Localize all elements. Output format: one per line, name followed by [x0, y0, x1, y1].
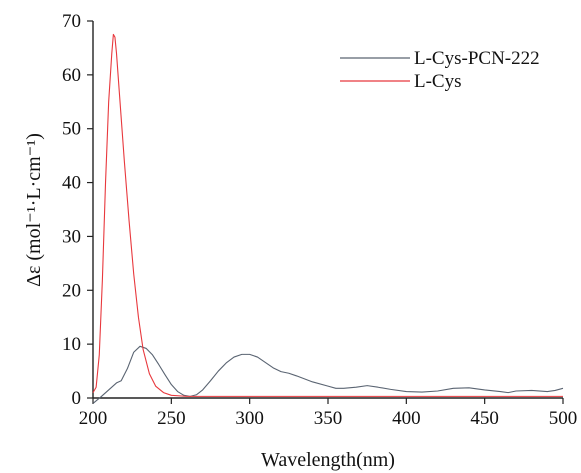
x-tick-label: 200 — [79, 408, 108, 429]
x-tick-label: 400 — [392, 408, 421, 429]
y-tick-label: 60 — [62, 65, 81, 86]
y-axis-label: Δε (mol⁻¹·L·cm⁻¹) — [23, 133, 45, 287]
x-tick-label: 500 — [549, 408, 578, 429]
x-tick-label: 450 — [470, 408, 499, 429]
y-axis-ticks: 0 10 20 30 40 50 60 70 — [62, 11, 93, 409]
legend-label-2: L-Cys — [414, 71, 462, 92]
y-tick-label: 10 — [62, 334, 81, 355]
x-axis-ticks: 200 250 300 350 400 450 500 — [79, 398, 578, 429]
x-tick-label: 300 — [235, 408, 264, 429]
y-tick-label: 50 — [62, 119, 81, 140]
y-tick-label: 30 — [62, 226, 81, 247]
y-tick-label: 70 — [62, 11, 81, 32]
x-tick-label: 350 — [314, 408, 343, 429]
series-line-2 — [92, 33, 563, 397]
x-tick-label: 250 — [157, 408, 186, 429]
x-axis-label: Wavelength(nm) — [261, 449, 395, 471]
plot-area — [92, 21, 563, 399]
y-tick-label: 40 — [62, 173, 81, 194]
y-tick-label: 20 — [62, 280, 81, 301]
series-layer — [92, 33, 564, 404]
y-tick-label: 0 — [72, 388, 82, 409]
legend-label-1: L-Cys-PCN-222 — [414, 48, 540, 69]
series-line-1 — [92, 345, 564, 404]
